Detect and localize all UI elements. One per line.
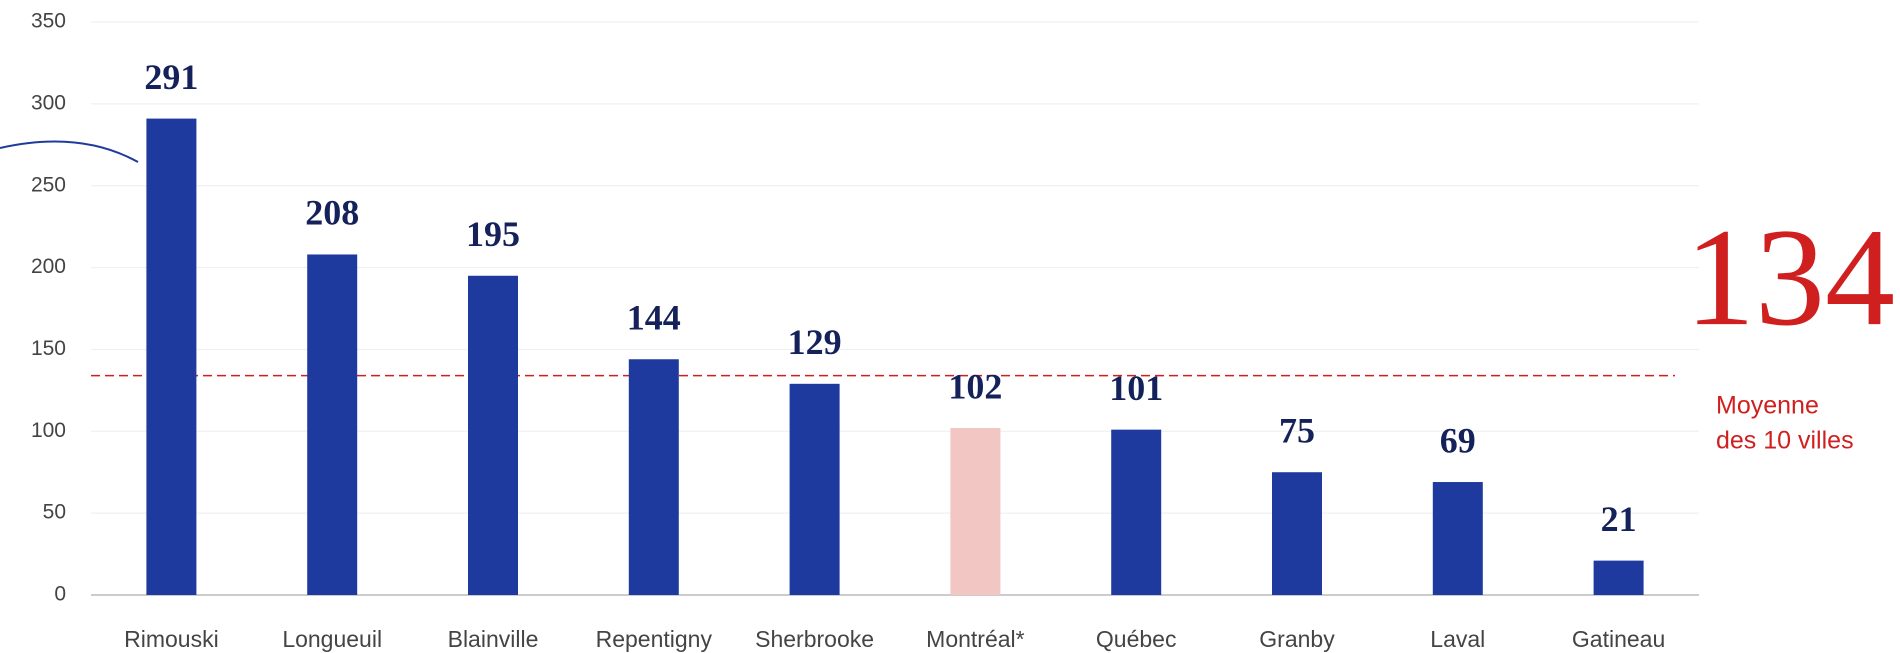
value-label: 69	[1440, 420, 1476, 460]
value-label: 101	[1109, 368, 1163, 408]
bar	[1272, 472, 1322, 595]
y-tick-label: 0	[54, 583, 66, 606]
bar	[1111, 429, 1162, 595]
x-tick-label: Longueuil	[282, 626, 382, 652]
average-label: des 10 villes	[1716, 427, 1854, 455]
x-tick-label: Blainville	[448, 626, 539, 652]
value-label: 21	[1601, 499, 1637, 539]
value-label: 195	[466, 214, 520, 254]
y-tick-label: 300	[31, 91, 66, 114]
x-tick-label: Sherbrooke	[755, 626, 874, 652]
value-label: 208	[305, 193, 359, 233]
value-label: 102	[948, 366, 1002, 406]
bar	[307, 254, 358, 595]
x-tick-label: Repentigny	[596, 626, 713, 652]
average-value: 134	[1685, 200, 1895, 355]
value-label: 291	[144, 57, 198, 97]
decorative-arc	[0, 140, 139, 163]
bar	[950, 428, 1001, 595]
bar	[1432, 482, 1483, 595]
value-label: 144	[627, 298, 681, 338]
bar	[789, 383, 840, 595]
x-tick-label: Rimouski	[124, 626, 219, 652]
bar	[628, 359, 679, 595]
y-tick-label: 200	[31, 255, 66, 278]
bar	[1593, 560, 1644, 595]
x-tick-label: Granby	[1259, 626, 1335, 652]
bar	[468, 275, 518, 595]
y-tick-label: 100	[31, 419, 66, 442]
x-tick-label: Gatineau	[1572, 626, 1665, 652]
value-label: 129	[788, 322, 842, 362]
bar	[146, 118, 197, 595]
average-label: Moyenne	[1716, 392, 1819, 420]
y-tick-label: 250	[31, 173, 66, 196]
y-tick-label: 150	[31, 337, 66, 360]
value-label: 75	[1279, 410, 1315, 450]
x-tick-label: Montréal*	[926, 626, 1024, 652]
y-tick-label: 350	[31, 10, 66, 33]
y-tick-label: 50	[43, 501, 66, 524]
x-tick-label: Québec	[1096, 626, 1177, 652]
x-tick-label: Laval	[1430, 626, 1485, 652]
